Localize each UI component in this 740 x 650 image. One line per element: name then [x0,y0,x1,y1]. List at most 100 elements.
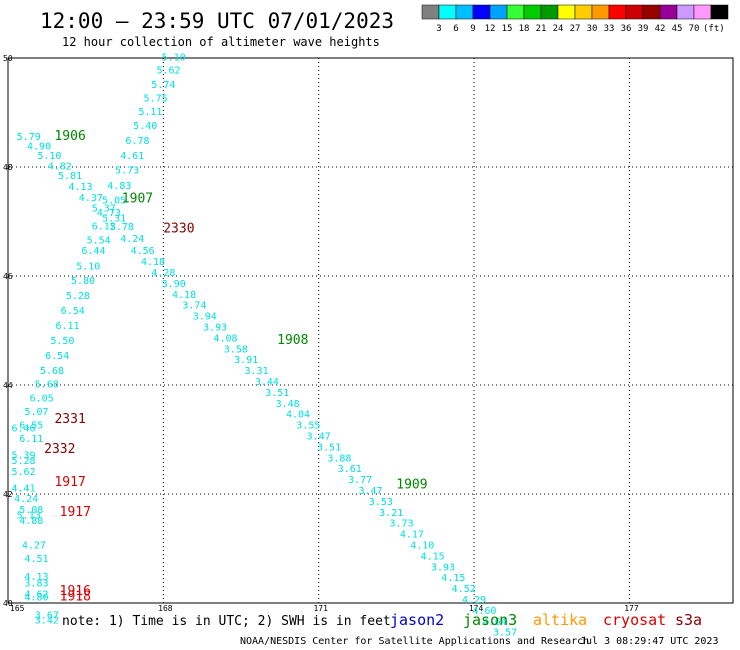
swh-value: 4.18 [141,257,165,268]
swh-value: 4.04 [286,410,310,421]
swh-value: 5.37 [92,204,116,215]
legend-swatch [540,4,559,20]
legend-swatch [659,4,678,20]
swh-value: 3.77 [348,475,372,486]
swh-value: 5.50 [50,336,74,347]
legend-tick-label: 24 [553,24,564,34]
legend-tick-label: 27 [570,24,581,34]
swh-value: 5.07 [24,407,48,418]
legend-swatch [625,4,644,20]
swh-value: 3.67 [35,610,59,621]
x-tick-label: 174 [469,604,484,613]
swh-value: 6.44 [81,246,105,257]
time-label: 2331 [54,412,85,427]
swh-value: 6.54 [61,306,85,317]
swh-value: 4.13 [24,572,48,583]
swh-value: 4.37 [79,193,103,204]
swh-value: 5.54 [87,235,111,246]
swh-values: 5.105.625.745.755.115.406.784.615.734.83… [11,53,517,639]
swh-value: 5.68 [40,366,64,377]
legend-tick-label: 33 [604,24,615,34]
swh-value: 4.51 [24,554,48,565]
swh-value: 4.60 [472,606,496,617]
y-tick-label: 50 [3,54,13,63]
swh-value: 4.62 [24,590,48,601]
swh-value: 4.13 [68,182,92,193]
swh-value: 3.58 [224,344,248,355]
swh-value: 5.62 [11,467,35,478]
swh-value: 5.10 [37,151,61,162]
swh-value: 4.41 [11,483,35,494]
swh-value: 5.11 [138,107,162,118]
legend-swatch [574,4,593,20]
swh-value: 4.73 [97,208,121,219]
satellite-name: altika [533,611,587,629]
swh-value: 6.55 [19,421,43,432]
legend-swatch [710,4,729,20]
swh-value: 5.39 [11,451,35,462]
y-tick-label: 46 [3,272,13,281]
time-label: 2332 [44,442,75,457]
swh-value: 5.13 [17,511,41,522]
legend-swatch [676,4,695,20]
y-tick-label: 44 [3,381,13,390]
y-tick-label: 40 [3,599,13,608]
swh-value: 3.51 [317,442,341,453]
swh-value: 5.78 [110,222,134,233]
y-tick-label: 48 [3,163,13,172]
swh-value: 5.62 [156,65,180,76]
satellite-name: cryosat [603,611,666,629]
swh-value: 4.17 [400,530,424,541]
swh-value: 4.24 [14,494,38,505]
swh-value: 3.94 [193,312,217,323]
swh-value: 5.79 [17,132,41,143]
time-label: 1906 [54,129,85,144]
footer-credit: NOAA/NESDIS Center for Satellite Applica… [240,636,589,647]
legend-tick-label: 45 [672,24,683,34]
legend-swatch [557,4,576,20]
footer-timestamp: Jul 3 08:29:47 UTC 2023 [580,636,718,647]
swh-value: 3.47 [307,432,331,443]
swh-value: 5.10 [162,53,186,64]
swh-value: 4.10 [410,541,434,552]
swh-value: 4.61 [120,151,144,162]
legend-tick-label: 39 [638,24,649,34]
chart-title: 12:00 – 23:59 UTC 07/01/2023 [40,9,394,33]
time-label: 1916 [60,584,91,599]
legend-swatch [591,4,610,20]
x-tick-label: 165 [10,604,25,613]
swh-value: 4.80 [24,592,48,603]
satellite-name: s3a [675,611,702,629]
swh-value: 5.75 [144,94,168,105]
swh-value: 4.15 [421,551,445,562]
legend-tick-label: 42 [655,24,666,34]
swh-value: 5.40 [133,121,157,132]
swh-value: 5.31 [102,214,126,225]
satellite-name: jason2 [390,611,444,629]
swh-value: 5.68 [35,380,59,391]
time-label: 1907 [122,191,153,206]
swh-value: 6.11 [56,321,80,332]
x-tick-label: 171 [313,604,328,613]
swh-value: 3.47 [358,486,382,497]
satellite-name: jason3 [463,611,517,629]
plot-frame [7,57,734,604]
swh-value: 6.46 [11,423,35,434]
swh-value: 4.90 [27,142,51,153]
swh-value: 3.57 [493,628,517,639]
swh-value: 3.88 [327,453,351,464]
legend-tick-label: 30 [587,24,598,34]
legend-swatch [472,4,491,20]
legend-tick-label: 15 [502,24,513,34]
swh-value: 3.93 [203,323,227,334]
swh-value: 3.90 [162,279,186,290]
color-legend: 3 6 9 12 15 18 21 24 27 30 33 36 39 42 45 70 [421,4,729,34]
swh-value: 4.64 [483,617,507,628]
swh-value: 4.15 [441,573,465,584]
swh-value: 3.44 [255,377,279,388]
swh-value: 5.81 [58,171,82,182]
swh-value: 4.27 [22,541,46,552]
swh-value: 6.05 [30,393,54,404]
legend-tick-label: 21 [536,24,547,34]
